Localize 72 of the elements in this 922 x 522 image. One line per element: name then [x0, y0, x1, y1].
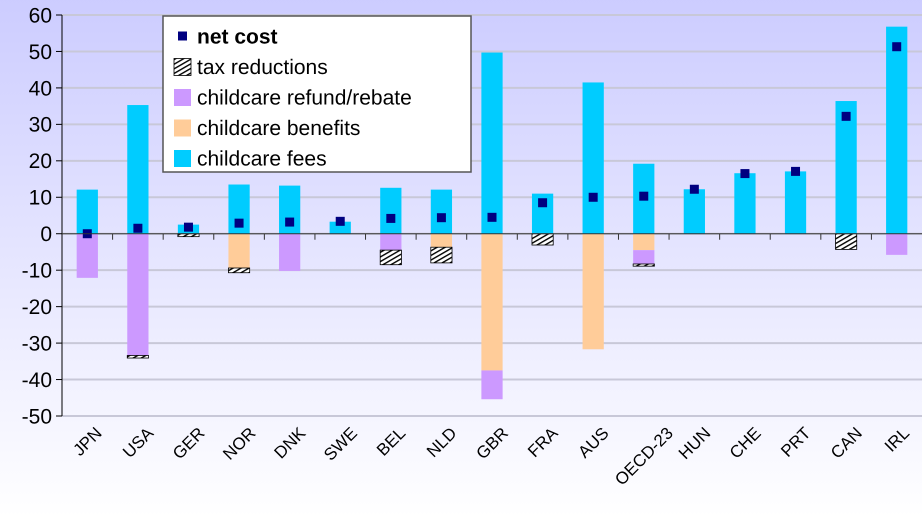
legend-label: childcare fees	[197, 147, 327, 170]
bar	[734, 173, 756, 234]
bar	[430, 190, 452, 234]
bar	[126, 355, 149, 358]
bar	[835, 233, 858, 250]
bar	[835, 101, 857, 234]
bar	[127, 105, 149, 234]
x-tick-label: IRL	[880, 424, 914, 456]
point	[488, 212, 496, 222]
y-tick-label: -10	[22, 260, 52, 283]
point	[133, 224, 142, 233]
point	[791, 166, 800, 176]
bar	[279, 186, 300, 234]
point	[538, 198, 548, 208]
bar	[228, 184, 250, 234]
y-tick-label: 40	[28, 77, 52, 100]
bar	[582, 234, 604, 350]
bar	[228, 268, 250, 274]
point	[639, 192, 648, 201]
point	[588, 192, 598, 202]
bar	[481, 52, 503, 234]
bar	[481, 370, 503, 400]
y-tick-label: 0	[40, 223, 52, 246]
bar	[684, 189, 705, 234]
point	[336, 216, 345, 226]
point	[436, 213, 446, 222]
bar	[632, 264, 655, 267]
point	[184, 222, 193, 232]
bar	[76, 234, 98, 278]
bar	[380, 188, 402, 234]
legend-label: childcare benefits	[197, 116, 360, 140]
x-tick-label: JPN	[70, 424, 106, 460]
y-tick-label: 30	[28, 114, 52, 137]
bar	[228, 234, 250, 268]
point	[892, 42, 902, 52]
bar	[633, 250, 654, 264]
bar	[633, 164, 654, 234]
point	[285, 218, 294, 227]
bar	[76, 190, 98, 234]
bar	[532, 194, 554, 234]
y-tick-label: -20	[22, 296, 52, 319]
y-tick-label: -40	[22, 368, 52, 392]
y-tick-label: -50	[22, 405, 52, 428]
bar	[633, 234, 654, 250]
x-tick-label: USA	[119, 423, 158, 462]
bar	[127, 234, 149, 356]
y-tick-label: 60	[28, 4, 52, 28]
bar	[532, 233, 554, 246]
bar	[430, 246, 452, 264]
bar	[886, 234, 908, 255]
x-tick-label: FRA	[524, 423, 562, 462]
y-tick-label: 10	[28, 186, 52, 210]
legend-label: net cost	[197, 25, 278, 48]
point	[842, 112, 851, 121]
bar	[380, 234, 402, 250]
bar	[481, 234, 503, 370]
legend-label: tax reductions	[197, 56, 328, 79]
point	[690, 184, 699, 194]
point	[234, 218, 244, 228]
bar	[279, 234, 300, 271]
y-tick-label: 50	[28, 40, 52, 64]
bar	[430, 234, 452, 248]
bar	[886, 26, 908, 234]
legend-label: childcare refund/rebate	[197, 86, 412, 110]
point	[386, 214, 396, 223]
point	[740, 169, 750, 178]
y-tick-label: 20	[28, 150, 52, 174]
x-tick-label: BEL	[373, 424, 410, 460]
bar	[582, 82, 604, 234]
bar	[784, 171, 806, 234]
y-tick-label: -30	[22, 332, 52, 356]
bar	[380, 250, 402, 266]
